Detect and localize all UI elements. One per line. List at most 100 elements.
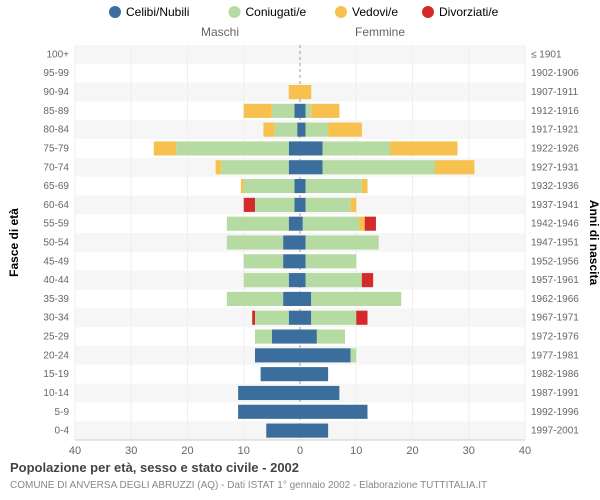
age-bin-label: 95-99	[43, 68, 69, 79]
bar-single	[300, 311, 311, 325]
bar-single	[300, 367, 328, 381]
age-bin-label: 85-89	[43, 106, 69, 117]
bar-single	[289, 160, 300, 174]
birth-year-label: 1952-1956	[531, 256, 579, 267]
legend-label: Celibi/Nubili	[126, 5, 189, 19]
bar-married	[306, 179, 362, 193]
bar-married	[317, 329, 345, 343]
bar-single	[300, 348, 351, 362]
age-bin-label: 50-54	[43, 238, 69, 249]
age-bin-label: 65-69	[43, 181, 69, 192]
age-bin-label: 30-34	[43, 313, 69, 324]
bar-married	[275, 123, 298, 137]
chart-subtitle: COMUNE DI ANVERSA DEGLI ABRUZZI (AQ) - D…	[10, 480, 487, 491]
bar-single	[289, 141, 300, 155]
bar-single	[300, 254, 306, 268]
bar-married	[244, 254, 283, 268]
bar-married	[221, 160, 289, 174]
x-tick-label: 30	[463, 445, 475, 457]
age-bin-label: 40-44	[43, 275, 69, 286]
age-bin-label: 35-39	[43, 294, 69, 305]
bar-widowed	[300, 85, 311, 99]
legend-label: Vedovi/e	[352, 5, 398, 19]
birth-year-label: 1907-1911	[531, 87, 579, 98]
bar-married	[244, 273, 289, 287]
age-bin-label: 10-14	[43, 388, 69, 399]
x-tick-label: 10	[350, 445, 362, 457]
bar-single	[238, 405, 300, 419]
bar-married	[311, 292, 401, 306]
y-axis-left-title: Fasce di età	[7, 208, 21, 277]
bar-single	[300, 123, 306, 137]
bar-single	[300, 141, 323, 155]
birth-year-label: 1997-2001	[531, 426, 579, 437]
bar-single	[300, 235, 306, 249]
bar-single	[300, 104, 306, 118]
age-bin-label: 5-9	[55, 407, 70, 418]
bar-widowed	[390, 141, 458, 155]
legend-label: Divorziati/e	[439, 5, 499, 19]
bar-divorced	[356, 311, 367, 325]
birth-year-label: 1917-1921	[531, 125, 579, 136]
birth-year-label: 1962-1966	[531, 294, 579, 305]
birth-year-label: 1942-1946	[531, 219, 579, 230]
chart-title: Popolazione per età, sesso e stato civil…	[10, 460, 299, 475]
birth-year-label: 1937-1941	[531, 200, 579, 211]
bar-married	[255, 198, 294, 212]
bar-married	[176, 141, 289, 155]
birth-year-label: 1902-1906	[531, 68, 579, 79]
birth-year-label: 1987-1991	[531, 388, 579, 399]
bar-married	[227, 217, 289, 231]
age-bin-label: 90-94	[43, 87, 69, 98]
bar-widowed	[263, 123, 274, 137]
birth-year-label: 1972-1976	[531, 332, 579, 343]
bar-single	[300, 273, 306, 287]
birth-year-label: 1912-1916	[531, 106, 579, 117]
bar-married	[306, 254, 357, 268]
bar-widowed	[351, 198, 357, 212]
bar-married	[227, 292, 283, 306]
bar-single	[300, 329, 317, 343]
birth-year-label: 1957-1961	[531, 275, 579, 286]
bar-single	[272, 329, 300, 343]
bar-divorced	[365, 217, 376, 231]
bar-single	[283, 292, 300, 306]
bar-married	[306, 104, 312, 118]
bar-single	[300, 217, 303, 231]
age-bin-label: 15-19	[43, 369, 69, 380]
bar-single	[289, 273, 300, 287]
bar-married	[255, 311, 289, 325]
bar-widowed	[154, 141, 177, 155]
bar-widowed	[435, 160, 474, 174]
age-bin-label: 55-59	[43, 219, 69, 230]
legend-swatch	[109, 6, 121, 18]
x-tick-label: 30	[125, 445, 137, 457]
age-bin-label: 75-79	[43, 143, 69, 154]
male-header: Maschi	[201, 25, 239, 39]
bar-single	[297, 123, 300, 137]
bar-widowed	[216, 160, 222, 174]
bar-married	[303, 217, 359, 231]
birth-year-label: 1977-1981	[531, 350, 579, 361]
bar-married	[311, 311, 356, 325]
age-bin-label: 20-24	[43, 350, 69, 361]
age-bin-label: 70-74	[43, 162, 69, 173]
x-tick-label: 20	[406, 445, 418, 457]
age-bin-label: 25-29	[43, 332, 69, 343]
bar-single	[294, 198, 300, 212]
age-bin-label: 45-49	[43, 256, 69, 267]
bar-single	[300, 160, 323, 174]
female-header: Femmine	[355, 25, 405, 39]
bar-single	[283, 235, 300, 249]
bar-married	[255, 329, 272, 343]
bar-single	[300, 405, 368, 419]
bar-single	[300, 386, 339, 400]
x-tick-label: 20	[181, 445, 193, 457]
bar-married	[306, 123, 329, 137]
bar-single	[266, 424, 300, 438]
x-tick-label: 10	[238, 445, 250, 457]
legend-swatch	[422, 6, 434, 18]
bar-married	[306, 273, 362, 287]
bar-single	[300, 198, 306, 212]
bar-single	[255, 348, 300, 362]
